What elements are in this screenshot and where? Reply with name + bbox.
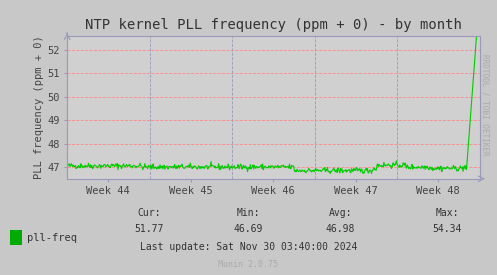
Text: 54.34: 54.34 (432, 224, 462, 234)
Text: RRDTOOL / TOBI OETIKER: RRDTOOL / TOBI OETIKER (481, 54, 490, 155)
Text: 51.77: 51.77 (134, 224, 164, 234)
Text: Last update: Sat Nov 30 03:40:00 2024: Last update: Sat Nov 30 03:40:00 2024 (140, 242, 357, 252)
Text: Min:: Min: (237, 208, 260, 218)
Text: 46.98: 46.98 (326, 224, 355, 234)
Text: Munin 2.0.75: Munin 2.0.75 (219, 260, 278, 269)
Text: Max:: Max: (435, 208, 459, 218)
Text: Cur:: Cur: (137, 208, 161, 218)
Title: NTP kernel PLL frequency (ppm + 0) - by month: NTP kernel PLL frequency (ppm + 0) - by … (85, 18, 462, 32)
Y-axis label: PLL frequency (ppm + 0): PLL frequency (ppm + 0) (34, 35, 44, 179)
Text: Avg:: Avg: (329, 208, 352, 218)
Text: 46.69: 46.69 (234, 224, 263, 234)
Text: pll-freq: pll-freq (27, 233, 78, 243)
